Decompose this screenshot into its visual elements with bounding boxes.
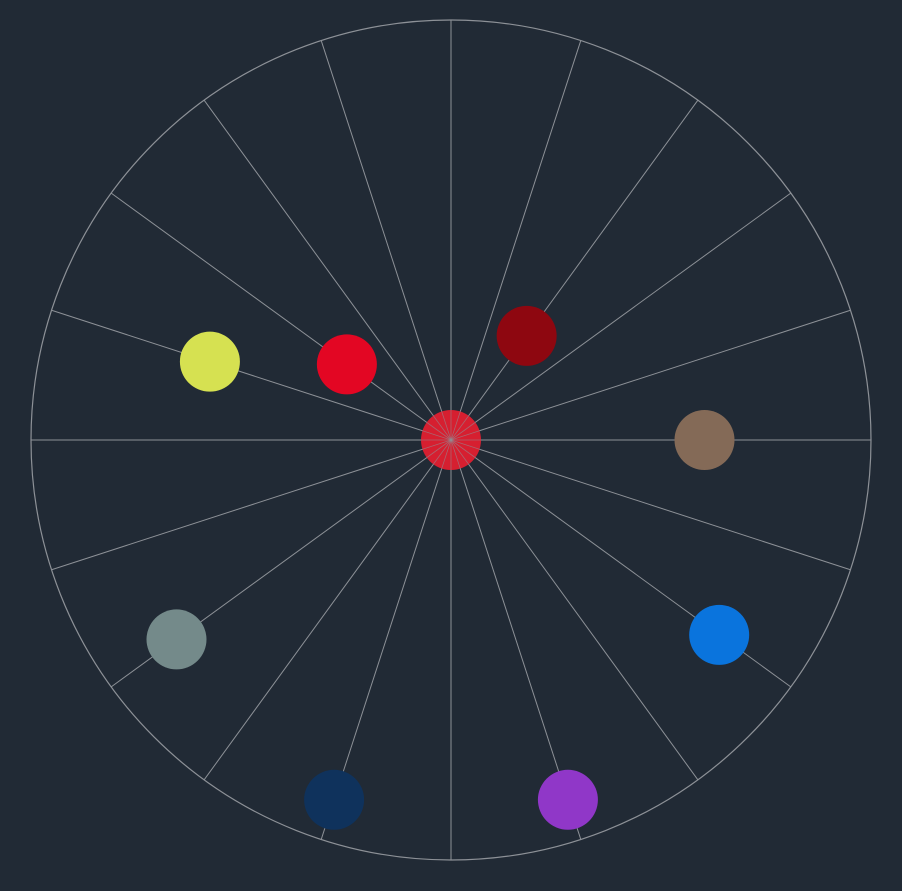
- board-spoke: [450, 309, 851, 441]
- gray-teal-piece[interactable]: [146, 609, 207, 670]
- brown-piece[interactable]: [674, 410, 735, 470]
- board-spoke: [203, 439, 452, 781]
- red-piece[interactable]: [316, 334, 377, 395]
- center-spoke-segment: [426, 439, 452, 458]
- center-spoke-segment: [450, 439, 476, 458]
- board-spoke: [450, 439, 851, 571]
- center-spoke-segment: [441, 411, 452, 441]
- center-spoke-segment: [450, 439, 461, 469]
- center-spoke-segment: [441, 439, 452, 469]
- center-spoke-segment: [450, 411, 461, 441]
- navy-piece[interactable]: [304, 769, 365, 830]
- board-spoke: [450, 99, 699, 441]
- center-spoke-segment: [426, 422, 452, 441]
- board-spoke: [110, 192, 452, 441]
- board-spokes: [31, 20, 871, 860]
- center-spoke-segment: [433, 415, 452, 441]
- blue-piece[interactable]: [689, 604, 750, 665]
- center-spoke-segment: [450, 430, 480, 441]
- board-pieces: [146, 305, 750, 830]
- board-spoke: [51, 439, 452, 571]
- center-spoke-segment: [422, 439, 452, 450]
- dark-red-piece[interactable]: [496, 305, 557, 366]
- board-spoke: [51, 309, 452, 441]
- board-spoke: [450, 439, 699, 781]
- board-spoke: [320, 40, 452, 441]
- center-spoke-segment: [450, 439, 480, 450]
- board-spoke: [450, 40, 582, 441]
- yellow-piece[interactable]: [179, 331, 240, 392]
- center-spoke-overlay: [421, 410, 481, 470]
- purple-piece[interactable]: [537, 769, 598, 830]
- board-spoke: [450, 192, 792, 441]
- center-spoke-segment: [450, 422, 476, 441]
- board-spoke: [203, 99, 452, 441]
- center-spoke-segment: [422, 430, 452, 441]
- center-spoke-segment: [433, 439, 452, 465]
- center-spoke-segment: [450, 439, 469, 465]
- center-spoke-segment: [450, 415, 469, 441]
